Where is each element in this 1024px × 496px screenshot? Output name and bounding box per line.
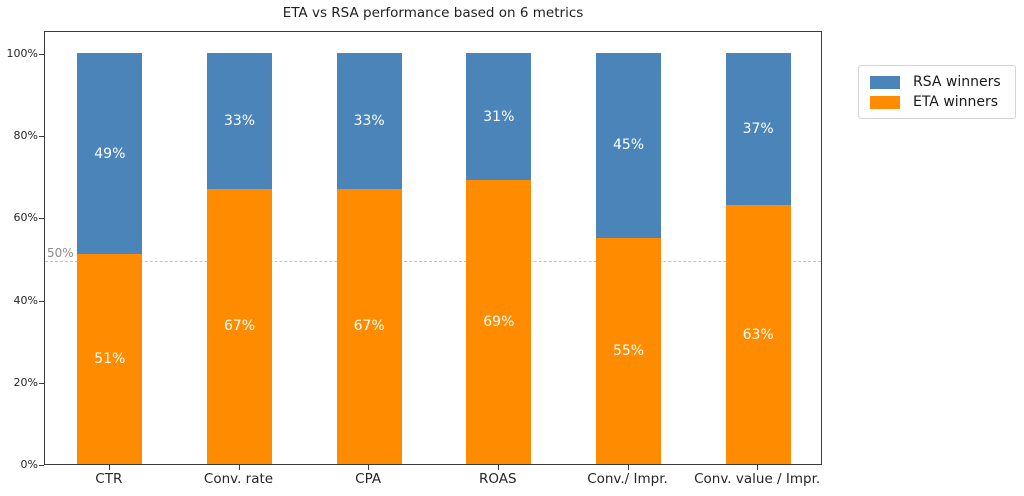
segment-value-label: 33% xyxy=(354,113,385,129)
stacked-bar-ctr: 49% 51% xyxy=(77,53,142,464)
fifty-percent-reference-line xyxy=(45,261,821,262)
y-tick-mark xyxy=(39,136,44,137)
chart-title: ETA vs RSA performance based on 6 metric… xyxy=(44,5,822,21)
segment-rsa-winners: 31% xyxy=(466,53,531,180)
y-tick-label: 80% xyxy=(0,129,38,143)
segment-value-label: 45% xyxy=(613,137,644,153)
stacked-bar-conv-rate: 33% 67% xyxy=(207,53,272,464)
segment-rsa-winners: 33% xyxy=(337,53,402,189)
stacked-bar-roas: 31% 69% xyxy=(466,53,531,464)
y-tick-mark xyxy=(39,383,44,384)
segment-value-label: 37% xyxy=(743,121,774,137)
plot-area: 50% 49% 51% 33% 67% 33% 67% 31% 69% 45% 55% 37% 63% xyxy=(44,31,822,465)
y-tick-mark xyxy=(39,465,44,466)
x-tick-mark xyxy=(757,465,758,470)
y-tick-mark xyxy=(39,301,44,302)
legend-entry: ETA winners xyxy=(870,94,1004,110)
segment-value-label: 33% xyxy=(224,113,255,129)
stacked-bar-conv-impr: 45% 55% xyxy=(596,53,661,464)
segment-rsa-winners: 49% xyxy=(77,53,142,254)
x-tick-mark xyxy=(498,465,499,470)
segment-value-label: 67% xyxy=(224,318,255,334)
y-tick-label: 100% xyxy=(0,47,38,61)
x-tick-mark xyxy=(239,465,240,470)
segment-eta-winners: 51% xyxy=(77,254,142,464)
segment-eta-winners: 55% xyxy=(596,238,661,464)
segment-value-label: 67% xyxy=(354,318,385,334)
y-tick-mark xyxy=(39,54,44,55)
segment-rsa-winners: 45% xyxy=(596,53,661,238)
y-tick-label: 40% xyxy=(0,294,38,308)
segment-eta-winners: 67% xyxy=(207,189,272,464)
y-tick-mark xyxy=(39,218,44,219)
x-tick-mark xyxy=(628,465,629,470)
segment-eta-winners: 63% xyxy=(726,205,791,464)
y-tick-label: 20% xyxy=(0,376,38,390)
segment-eta-winners: 67% xyxy=(337,189,402,464)
y-tick-label: 0% xyxy=(0,458,38,472)
segment-eta-winners: 69% xyxy=(466,180,531,464)
chart-figure: { "chart_data": { "type": "bar", "stacke… xyxy=(0,0,1024,496)
x-tick-mark xyxy=(368,465,369,470)
legend-label: ETA winners xyxy=(913,94,998,110)
segment-value-label: 49% xyxy=(94,146,125,162)
segment-value-label: 55% xyxy=(613,343,644,359)
segment-value-label: 63% xyxy=(743,327,774,343)
x-tick-mark xyxy=(109,465,110,470)
x-tick-label: Conv. value / Impr. xyxy=(672,471,842,487)
legend-entry: RSA winners xyxy=(870,74,1004,90)
y-tick-label: 60% xyxy=(0,211,38,225)
legend: RSA winners ETA winners xyxy=(858,65,1016,119)
fifty-percent-reference-label: 50% xyxy=(47,246,74,260)
legend-swatch-icon xyxy=(870,76,900,89)
legend-label: RSA winners xyxy=(913,74,1001,90)
segment-value-label: 51% xyxy=(94,351,125,367)
stacked-bar-cpa: 33% 67% xyxy=(337,53,402,464)
segment-value-label: 69% xyxy=(483,314,514,330)
stacked-bar-conv-value-impr: 37% 63% xyxy=(726,53,791,464)
segment-rsa-winners: 33% xyxy=(207,53,272,189)
legend-swatch-icon xyxy=(870,96,900,109)
segment-rsa-winners: 37% xyxy=(726,53,791,205)
segment-value-label: 31% xyxy=(483,109,514,125)
